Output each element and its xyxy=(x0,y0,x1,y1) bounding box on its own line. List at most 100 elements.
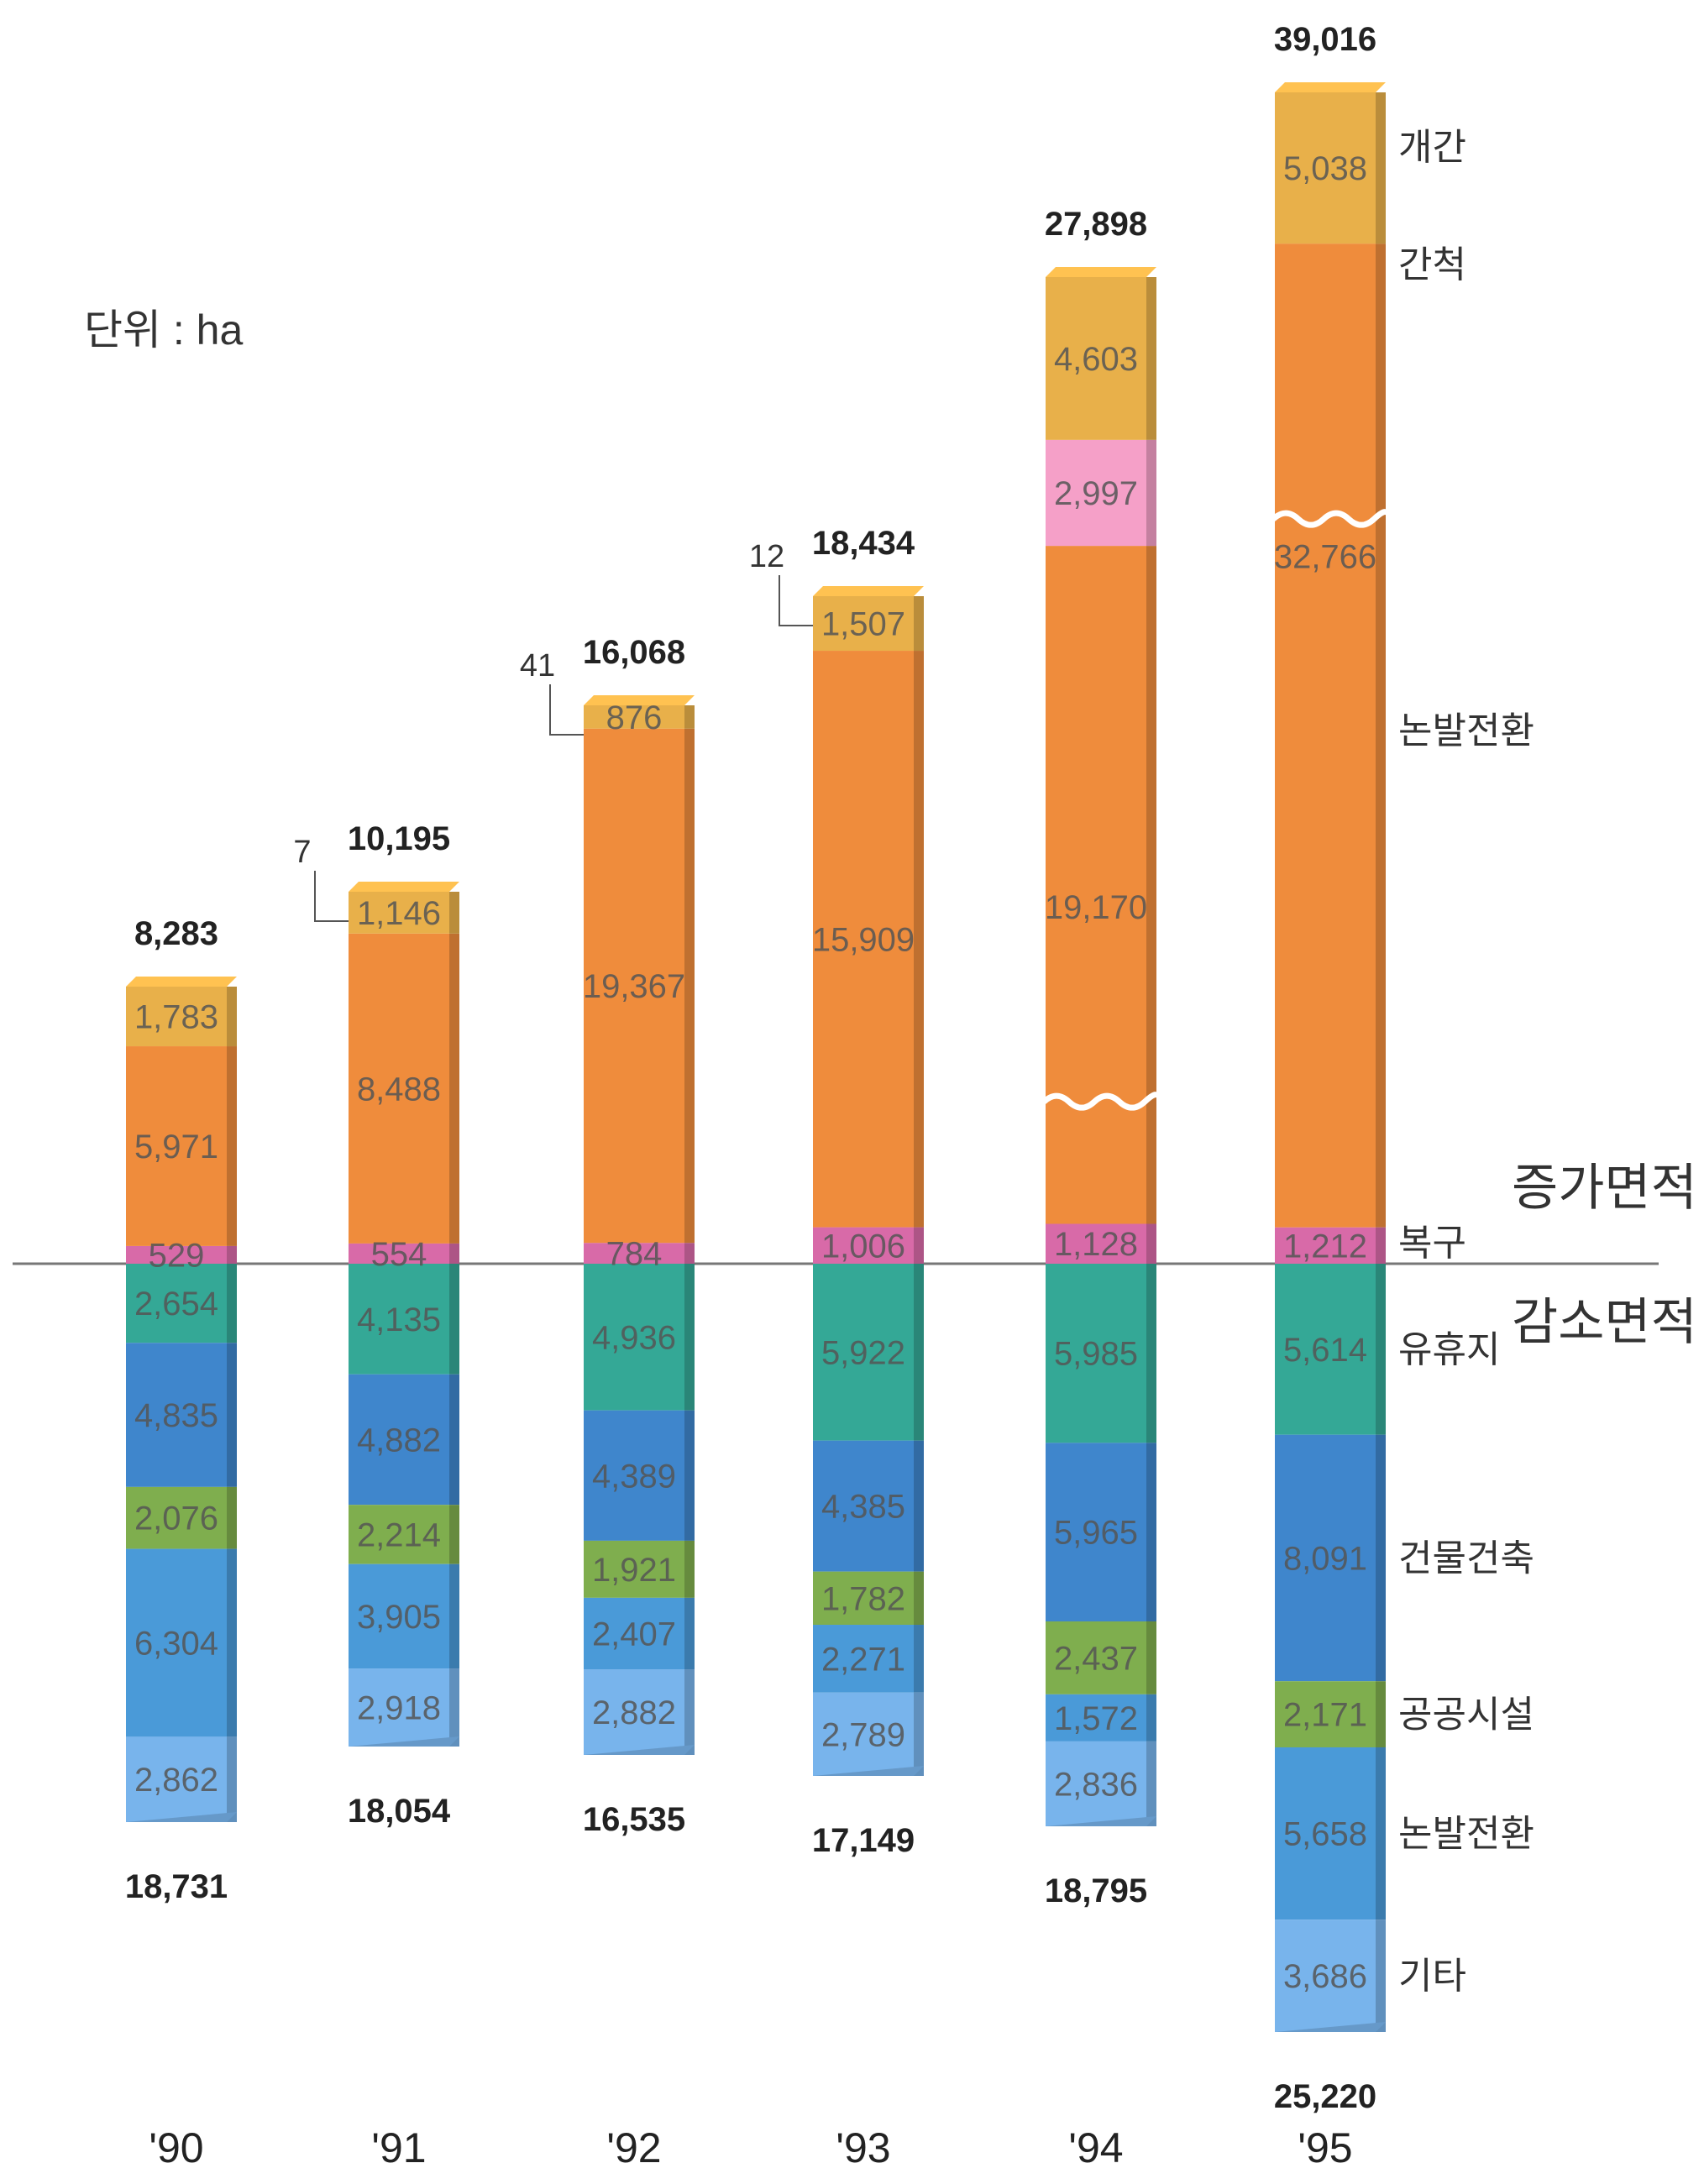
bar-segment-side xyxy=(914,1571,924,1626)
segment-label: 15,909 xyxy=(812,921,915,958)
bar-segment xyxy=(1046,1621,1146,1694)
segment-label: 2,407 xyxy=(592,1616,676,1652)
bar-segment xyxy=(813,1227,914,1264)
decrease-total-label: 18,731 xyxy=(125,1868,228,1905)
bar-segment-side xyxy=(227,987,237,1047)
decrease-total-label: 18,054 xyxy=(348,1793,451,1830)
segment-label: 5,038 xyxy=(1283,150,1367,187)
bar-segment-side xyxy=(1146,1741,1156,1826)
bar-segment xyxy=(1046,1223,1146,1264)
legend-label-decrease: 공공시설 xyxy=(1398,1694,1534,1736)
segment-label: 554 xyxy=(371,1236,427,1273)
segment-label: 2,862 xyxy=(134,1762,218,1799)
segment-label: 2,271 xyxy=(821,1641,905,1678)
bar-segment-side xyxy=(449,1505,459,1564)
bar-segment-side xyxy=(227,1343,237,1487)
bar-segment-side xyxy=(914,1625,924,1693)
bar-segment-side xyxy=(449,1243,459,1264)
bar-segment xyxy=(1275,1227,1376,1264)
segment-label: 4,135 xyxy=(357,1301,441,1338)
bar-segment xyxy=(349,1374,449,1506)
increase-total-label: 39,016 xyxy=(1274,21,1376,58)
bar-segment xyxy=(1275,1920,1376,2032)
bar-segment-side xyxy=(227,1736,237,1822)
segment-label: 1,212 xyxy=(1283,1228,1367,1265)
bar-segment-side xyxy=(449,933,459,1244)
bar-segment-side xyxy=(1146,1223,1156,1264)
bar-segment-side xyxy=(914,596,924,652)
increase-total-label: 16,068 xyxy=(583,634,685,671)
year-label: '90 xyxy=(149,2124,203,2171)
bar-segment-side xyxy=(914,651,924,1228)
bar-segment-side xyxy=(227,1264,237,1343)
segment-label: 876 xyxy=(606,699,663,736)
segment-label: 2,171 xyxy=(1283,1697,1367,1734)
bar-segment-side xyxy=(914,1227,924,1264)
segment-label: 2,882 xyxy=(592,1694,676,1731)
segment-label: 4,389 xyxy=(592,1458,676,1495)
bar-segment xyxy=(349,892,449,934)
bar-segment-side xyxy=(227,1245,237,1264)
segment-label: 8,091 xyxy=(1283,1540,1367,1577)
bar-bottom-cap xyxy=(1046,1816,1156,1826)
bar-segment xyxy=(126,1245,227,1264)
segment-label: 1,783 xyxy=(134,999,218,1036)
bar-segment xyxy=(1046,1741,1146,1826)
bar-segment xyxy=(126,987,227,1047)
bar-segment-side xyxy=(1146,546,1156,1224)
segment-label: 2,654 xyxy=(134,1286,218,1322)
bar-segment xyxy=(1275,1747,1376,1920)
bar-segment xyxy=(813,651,914,1228)
bar-segment xyxy=(1275,1681,1376,1747)
segment-label: 2,836 xyxy=(1054,1766,1138,1803)
bar-segment-side xyxy=(1376,1920,1386,2032)
axis-break-mark xyxy=(1271,509,1390,528)
bar-segment-side xyxy=(1376,1227,1386,1264)
bar-segment xyxy=(1275,92,1376,244)
segment-label: 6,304 xyxy=(134,1625,218,1662)
bar-segment-side xyxy=(449,1264,459,1375)
bar-segment-side xyxy=(684,1597,695,1670)
bar-segment-side xyxy=(684,1243,695,1264)
bar-segment xyxy=(126,1343,227,1487)
year-label: '93 xyxy=(836,2124,890,2171)
callout-label: 41 xyxy=(520,648,555,683)
bar-bottom-cap xyxy=(349,1736,459,1747)
bar-segment xyxy=(584,705,684,729)
segment-label: 784 xyxy=(606,1236,663,1273)
bar-segment-side xyxy=(1376,1264,1386,1435)
bar-segment xyxy=(584,728,684,1244)
bar-bottom-cap xyxy=(584,1745,695,1755)
bar-segment xyxy=(126,1736,227,1822)
segment-label: 1,507 xyxy=(821,606,905,643)
bar-segment xyxy=(584,1669,684,1755)
year-label: '95 xyxy=(1298,2124,1352,2171)
bar-segment xyxy=(1046,277,1146,440)
bar-segment-side xyxy=(684,705,695,729)
segment-label: 2,789 xyxy=(821,1716,905,1753)
bar-segment xyxy=(1275,1434,1376,1682)
bar-segment xyxy=(813,1440,914,1572)
bar-top-cap xyxy=(584,695,695,705)
segment-label: 2,214 xyxy=(357,1516,441,1553)
bar-segment xyxy=(1046,1443,1146,1621)
segment-label: 1,782 xyxy=(821,1580,905,1617)
segment-label: 4,882 xyxy=(357,1422,441,1459)
bar-segment-side xyxy=(449,892,459,934)
bar-segment xyxy=(349,1264,449,1375)
bar-segment xyxy=(584,1264,684,1411)
segment-label: 5,658 xyxy=(1283,1816,1367,1853)
bar-top-cap xyxy=(1046,267,1156,277)
bar-segment xyxy=(1046,439,1146,547)
legend-label-decrease: 논발전환 xyxy=(1398,1814,1534,1855)
bar-bottom-cap xyxy=(126,1812,237,1822)
bar-bottom-cap xyxy=(813,1766,924,1776)
bar-segment-side xyxy=(684,1410,695,1541)
increase-total-label: 18,434 xyxy=(812,525,915,562)
legend-label-decrease: 건물건축 xyxy=(1398,1537,1534,1579)
segment-label: 529 xyxy=(149,1237,205,1274)
bar-segment xyxy=(584,1410,684,1541)
bar-segment xyxy=(1046,1694,1146,1741)
bar-segment xyxy=(1275,1264,1376,1435)
increase-section-label: 증가면적 xyxy=(1512,1160,1697,1216)
